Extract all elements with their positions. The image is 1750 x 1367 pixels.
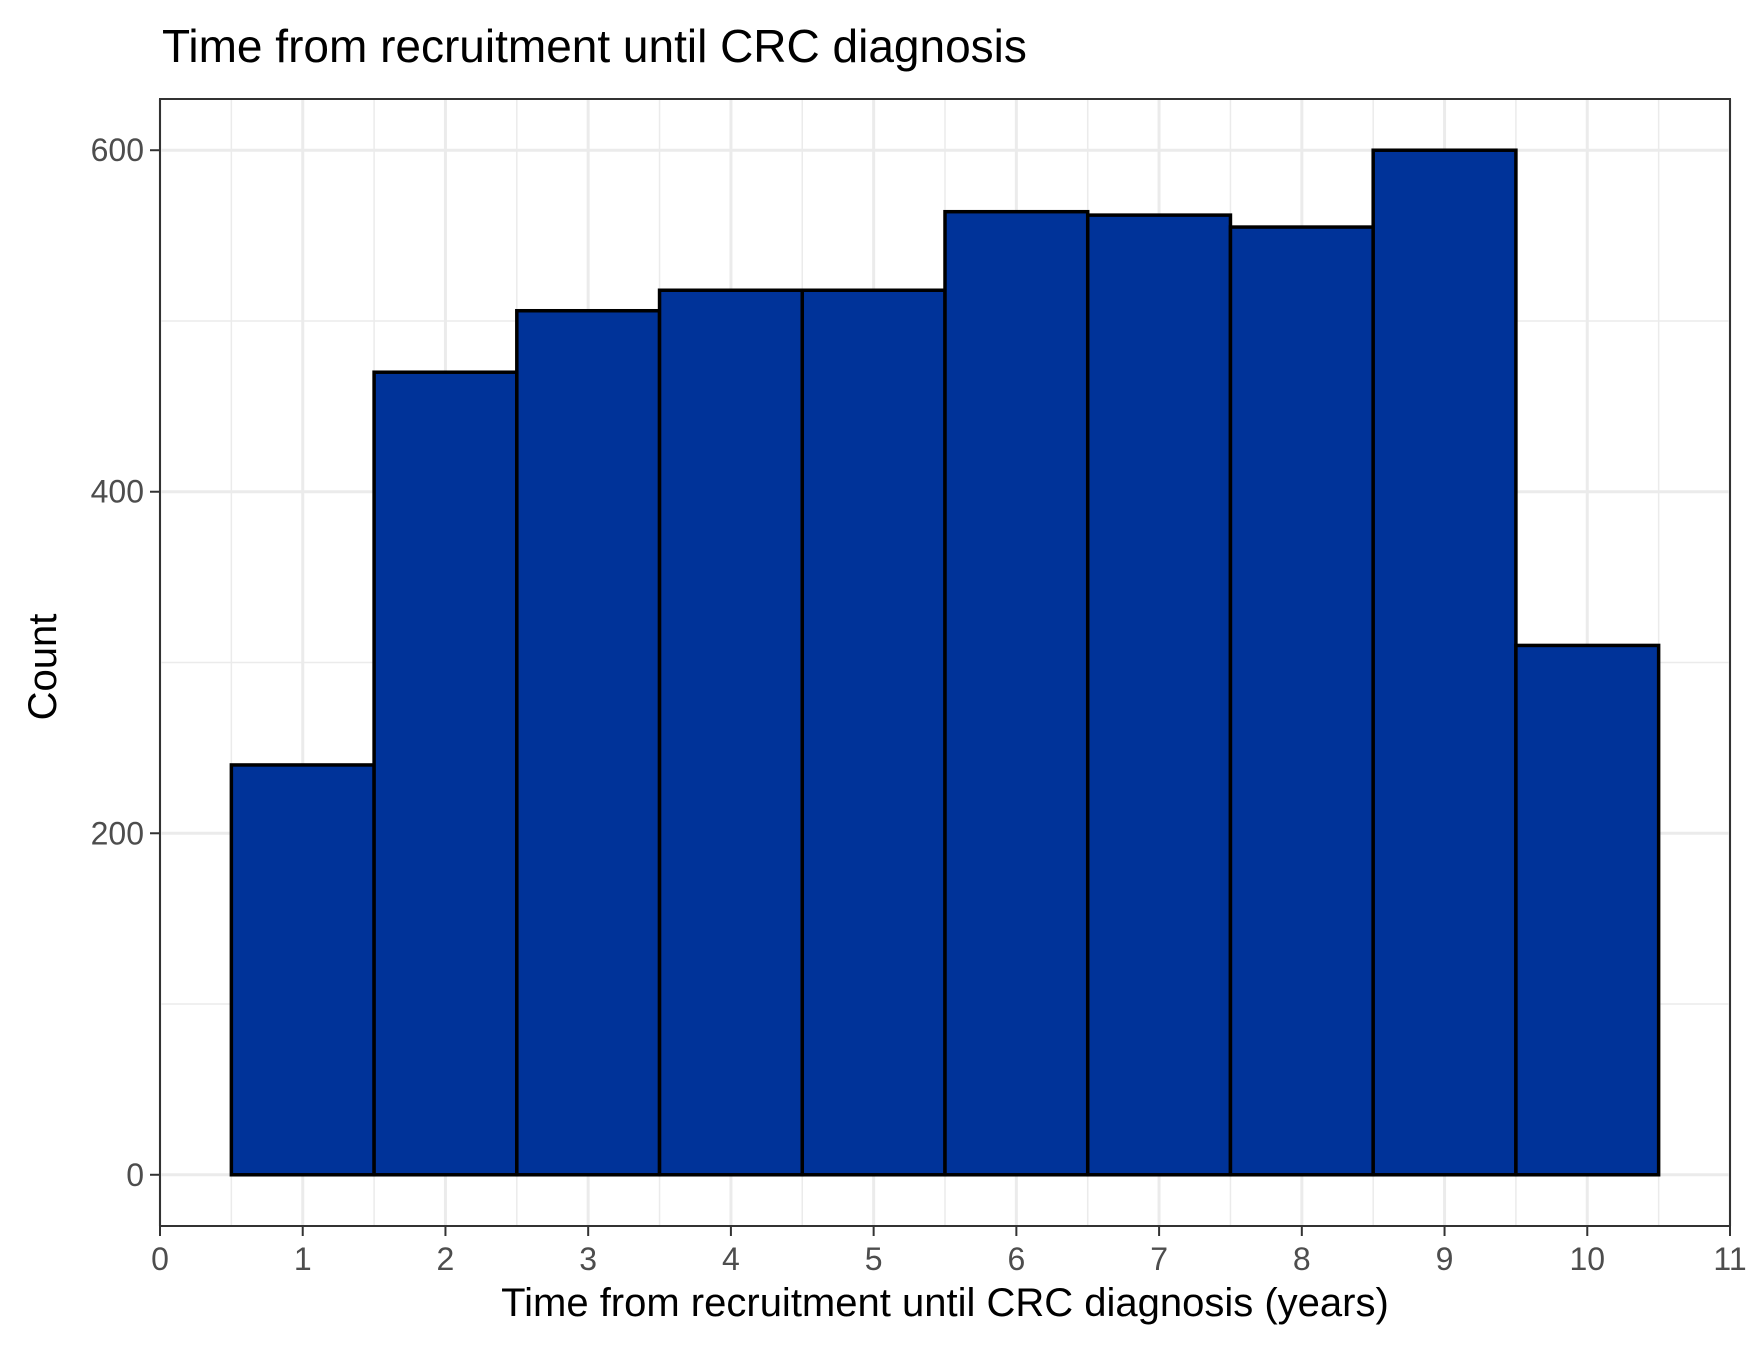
x-tick-label: 4 [722, 1241, 740, 1277]
histogram-bar [1371, 148, 1518, 1177]
x-tick-label: 11 [1713, 1241, 1746, 1277]
y-tick-label: 0 [126, 1157, 144, 1193]
x-tick-label: 8 [1293, 1241, 1311, 1277]
histogram-bar [372, 370, 519, 1177]
x-tick-label: 1 [294, 1241, 312, 1277]
axes: 0 1 2 3 4 5 6 7 8 9 10 11 0 200 400 600 [91, 132, 1747, 1277]
x-tick-label: 7 [1150, 1241, 1168, 1277]
x-tick-label: 9 [1436, 1241, 1454, 1277]
y-axis-title: Count [21, 614, 65, 721]
histogram-bar [1085, 213, 1233, 1177]
y-tick-label: 600 [91, 132, 144, 168]
histogram-bars [229, 148, 1661, 1177]
histogram-bar [943, 209, 1090, 1177]
chart-title: Time from recruitment until CRC diagnosi… [162, 20, 1027, 72]
x-axis-title: Time from recruitment until CRC diagnosi… [501, 1281, 1389, 1325]
x-tick-label: 3 [579, 1241, 597, 1277]
histogram-bar [1228, 225, 1375, 1177]
histogram-bar [515, 308, 662, 1177]
x-tick-label: 5 [865, 1241, 883, 1277]
x-tick-label: 10 [1569, 1241, 1605, 1277]
panel-border [159, 98, 1731, 1227]
y-tick-label: 200 [91, 815, 144, 851]
histogram-bar [229, 763, 376, 1177]
x-tick-label: 6 [1007, 1241, 1025, 1277]
x-tick-label: 2 [437, 1241, 455, 1277]
y-tick-label: 400 [91, 474, 144, 510]
histogram-bar [800, 288, 947, 1177]
x-tick-label: 0 [151, 1241, 169, 1277]
histogram-bar [657, 288, 805, 1177]
histogram-bar [1514, 643, 1661, 1177]
